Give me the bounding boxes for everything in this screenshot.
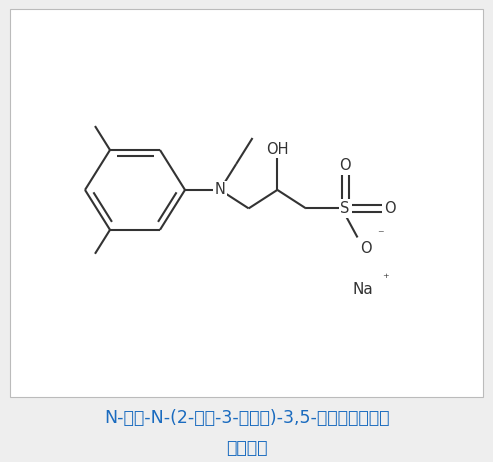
- Text: N-乙基-N-(2-羟基-3-磺丙基)-3,5-二甲基苯胺钠盐: N-乙基-N-(2-羟基-3-磺丙基)-3,5-二甲基苯胺钠盐: [104, 409, 389, 427]
- Text: Na: Na: [352, 281, 373, 297]
- Text: O: O: [339, 158, 351, 173]
- Text: S: S: [340, 201, 350, 216]
- Text: OH: OH: [266, 142, 288, 157]
- Text: ⁺: ⁺: [383, 273, 389, 286]
- Text: N: N: [214, 182, 225, 197]
- Text: ⁻: ⁻: [378, 229, 384, 242]
- Text: O: O: [384, 201, 396, 216]
- Text: 一水合物: 一水合物: [226, 439, 267, 457]
- Text: O: O: [360, 241, 372, 255]
